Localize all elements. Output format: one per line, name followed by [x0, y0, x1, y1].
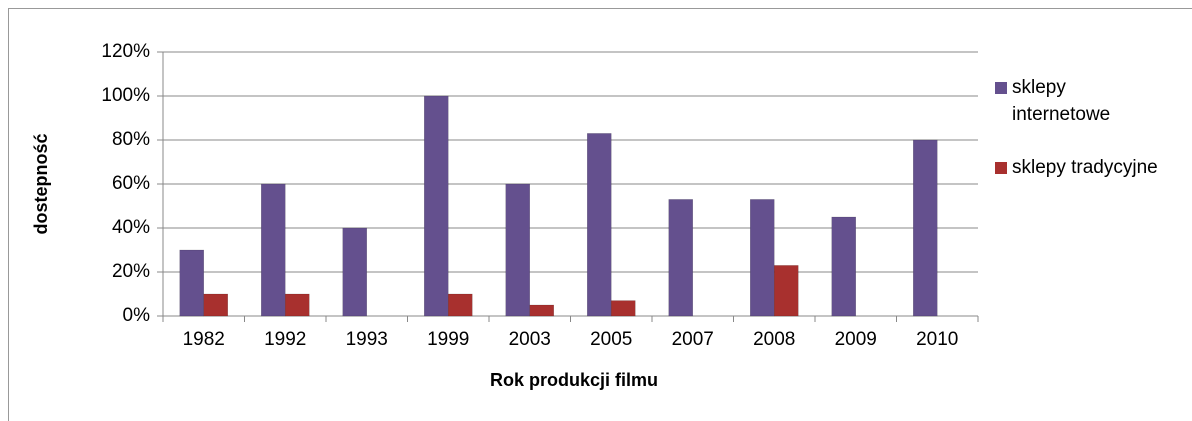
- bar: [774, 265, 799, 317]
- bar: [505, 183, 530, 317]
- bar: [529, 304, 554, 317]
- x-tick-label: 1999: [427, 329, 469, 350]
- chart-frame: [8, 8, 1192, 421]
- x-axis-label: Rok produkcji filmu: [490, 370, 658, 390]
- bar: [285, 293, 310, 317]
- y-tick-label: 120%: [101, 41, 150, 62]
- legend-label: sklepy internetowe: [1012, 77, 1111, 125]
- bar: [587, 133, 612, 317]
- x-tick-label: 2008: [753, 329, 795, 350]
- legend-swatch: [995, 82, 1007, 94]
- bar: [750, 199, 775, 317]
- y-tick-label: 20%: [112, 261, 150, 282]
- x-tick-label: 2007: [672, 329, 714, 350]
- x-tick-label: 2009: [835, 329, 877, 350]
- y-tick-label: 100%: [101, 85, 150, 106]
- bar: [668, 199, 693, 317]
- bar: [261, 183, 286, 317]
- bar: [831, 216, 856, 317]
- bar: [424, 95, 449, 317]
- bar: [203, 293, 228, 317]
- y-tick-label: 40%: [112, 217, 150, 238]
- legend-swatch: [995, 162, 1007, 174]
- bar: [611, 300, 636, 317]
- x-tick-label: 1993: [346, 329, 388, 350]
- y-axis-label: dostepność: [31, 133, 51, 234]
- x-tick-label: 2003: [509, 329, 551, 350]
- x-tick-label: 1982: [183, 329, 225, 350]
- y-tick-label: 80%: [112, 129, 150, 150]
- bar: [448, 293, 473, 317]
- bar: [179, 249, 204, 317]
- bar: [913, 139, 938, 317]
- x-tick-label: 2005: [590, 329, 632, 350]
- x-tick-label: 2010: [916, 329, 958, 350]
- y-tick-label: 60%: [112, 173, 150, 194]
- y-tick-label: 0%: [123, 305, 151, 326]
- legend-label: sklepy tradycyjne: [1012, 157, 1158, 178]
- bar: [342, 227, 367, 317]
- x-tick-label: 1992: [264, 329, 306, 350]
